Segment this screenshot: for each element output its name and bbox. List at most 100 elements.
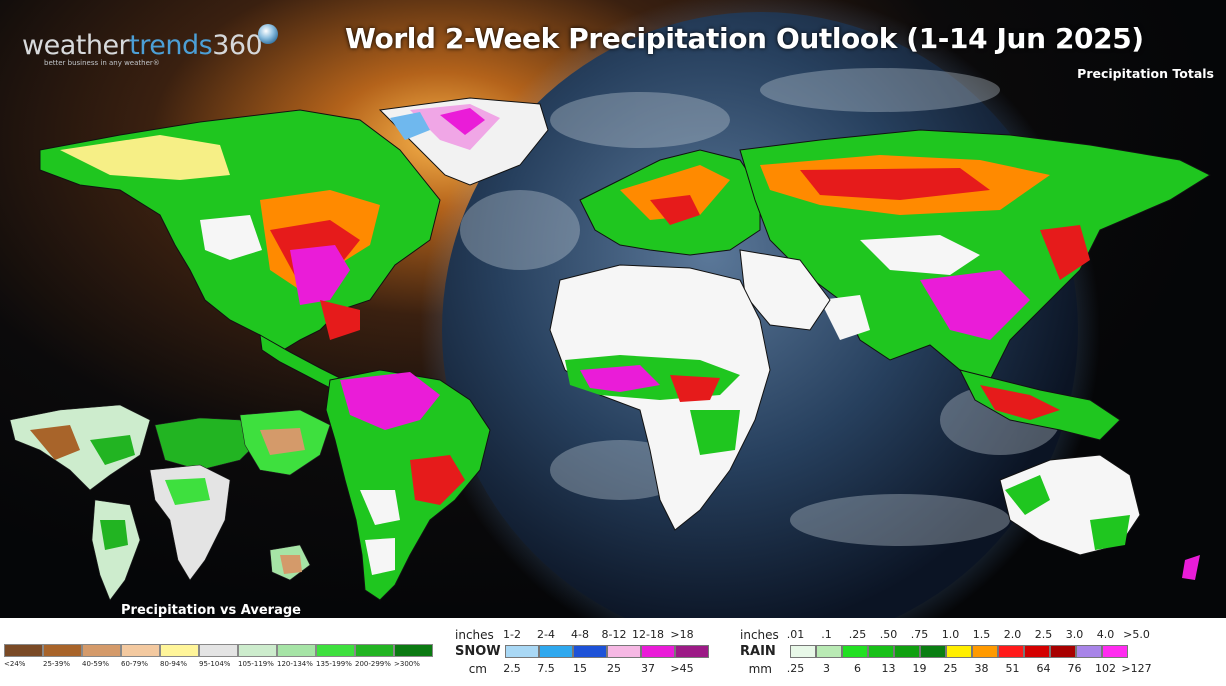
inset-average-map bbox=[9, 404, 331, 601]
snow-inches-value: 1-2 bbox=[503, 628, 521, 641]
average-legend-swatch bbox=[199, 644, 238, 657]
rain-inches-value: .25 bbox=[848, 628, 867, 641]
precipitation-map bbox=[9, 0, 1212, 618]
rain-mm-value: 6 bbox=[854, 662, 861, 675]
snow-cm-value: 25 bbox=[607, 662, 621, 675]
snow-inches-value: 4-8 bbox=[571, 628, 589, 641]
snow-swatch-row: SNOW bbox=[455, 643, 709, 660]
snow-legend-swatch bbox=[641, 645, 675, 658]
rain-legend-swatch bbox=[1102, 645, 1128, 658]
snow-inches-row: inches 1-2 2-4 4-8 8-12 12-18 >18 bbox=[455, 626, 709, 643]
rain-legend-swatch bbox=[1050, 645, 1076, 658]
rain-mm-value: 13 bbox=[881, 662, 896, 675]
logo-word-weather: weather bbox=[22, 30, 130, 61]
logo-wordmark: weathertrends360 bbox=[22, 30, 263, 61]
rain-legend-swatch bbox=[790, 645, 816, 658]
rain-mm-value: 3 bbox=[823, 662, 830, 675]
rain-legend-swatch bbox=[816, 645, 842, 658]
rain-inches-label: inches bbox=[740, 627, 779, 642]
inset-label: Precipitation vs Average bbox=[121, 603, 301, 618]
snow-inches-value: 8-12 bbox=[601, 628, 627, 641]
logo-globe-icon bbox=[258, 24, 278, 44]
rain-legend-swatch bbox=[998, 645, 1024, 658]
average-legend-swatches bbox=[4, 644, 433, 657]
average-legend-label: 80-94% bbox=[160, 660, 187, 668]
snow-legend-swatch bbox=[675, 645, 709, 658]
snow-legend-swatch bbox=[539, 645, 573, 658]
average-legend-label: <24% bbox=[4, 660, 26, 668]
rain-swatch-row: RAIN bbox=[740, 643, 1152, 660]
average-legend-label: 95-104% bbox=[199, 660, 231, 668]
central-america-region bbox=[259, 334, 341, 389]
average-legend-swatch bbox=[394, 644, 433, 657]
snow-cm-value: 15 bbox=[573, 662, 587, 675]
rain-mm-value: 38 bbox=[974, 662, 989, 675]
rain-inches-value: .1 bbox=[821, 628, 832, 641]
snow-inches-value: >18 bbox=[670, 628, 694, 641]
globe-clouds bbox=[460, 68, 1060, 546]
rain-legend-swatch bbox=[868, 645, 894, 658]
snow-inches-value: 12-18 bbox=[632, 628, 664, 641]
average-legend-swatch bbox=[355, 644, 394, 657]
average-legend-swatch bbox=[238, 644, 277, 657]
rain-inches-value: 1.5 bbox=[972, 628, 991, 641]
average-legend-label: 25-39% bbox=[43, 660, 70, 668]
snow-legend-swatch bbox=[573, 645, 607, 658]
average-legend-label: 120-134% bbox=[277, 660, 313, 668]
average-legend-swatch bbox=[82, 644, 121, 657]
logo-word-trends: trends bbox=[129, 30, 213, 61]
rain-mm-value: 76 bbox=[1067, 662, 1082, 675]
legend-bar: <24% 25-39% 40-59% 60-79% 80-94% 95-104% 105-1… bbox=[0, 618, 1226, 686]
average-legend-label: 60-79% bbox=[121, 660, 148, 668]
average-legend-swatch bbox=[4, 644, 43, 657]
rain-mm-label: mm bbox=[748, 661, 772, 676]
rain-kind-label: RAIN bbox=[740, 644, 776, 659]
rain-inches-row: inches .01 .1 .25 .50 .75 1.0 1.5 2.0 2.5 3.0 4.0 >… bbox=[740, 626, 1152, 643]
rain-legend-swatch bbox=[894, 645, 920, 658]
average-legend-swatch bbox=[121, 644, 160, 657]
average-legend-label: 200-299% bbox=[355, 660, 391, 668]
page-subtitle: Precipitation Totals bbox=[1077, 66, 1214, 81]
snow-cm-value: 7.5 bbox=[537, 662, 555, 675]
rain-inches-value: 1.0 bbox=[941, 628, 960, 641]
rain-inches-value: 3.0 bbox=[1065, 628, 1084, 641]
logo-tagline: better business in any weather® bbox=[44, 59, 160, 67]
average-legend-swatch bbox=[277, 644, 316, 657]
snow-inches-label: inches bbox=[455, 627, 494, 642]
rain-legend: inches .01 .1 .25 .50 .75 1.0 1.5 2.0 2.5 3.0 4.0 >… bbox=[740, 626, 1152, 677]
rain-mm-value: 19 bbox=[912, 662, 927, 675]
logo: weathertrends360 better business in any … bbox=[22, 30, 263, 67]
logo-word-360: 360 bbox=[212, 30, 263, 61]
rain-legend-swatch bbox=[972, 645, 998, 658]
average-legend-labels: <24% 25-39% 40-59% 60-79% 80-94% 95-104% 105-1… bbox=[4, 660, 433, 668]
rain-mm-value: 51 bbox=[1005, 662, 1020, 675]
average-legend: <24% 25-39% 40-59% 60-79% 80-94% 95-104% 105-1… bbox=[4, 644, 433, 668]
rain-mm-value: 25 bbox=[943, 662, 958, 675]
rain-mm-value: .25 bbox=[786, 662, 805, 675]
rain-legend-swatch bbox=[842, 645, 868, 658]
average-legend-swatch bbox=[160, 644, 199, 657]
rain-legend-swatch bbox=[1076, 645, 1102, 658]
average-legend-swatch bbox=[43, 644, 82, 657]
average-legend-label: 40-59% bbox=[82, 660, 109, 668]
snow-cm-value: 37 bbox=[641, 662, 655, 675]
rain-inches-value: .01 bbox=[786, 628, 805, 641]
rain-inches-value: .75 bbox=[910, 628, 929, 641]
snow-kind-label: SNOW bbox=[455, 644, 501, 659]
rain-mm-value: 64 bbox=[1036, 662, 1051, 675]
rain-legend-swatch bbox=[946, 645, 972, 658]
rain-inches-value: .50 bbox=[879, 628, 898, 641]
page-title: World 2-Week Precipitation Outlook (1-14… bbox=[345, 22, 1144, 55]
snow-cm-value: >45 bbox=[670, 662, 694, 675]
average-legend-label: >300% bbox=[394, 660, 420, 668]
rain-legend-swatch bbox=[920, 645, 946, 658]
rain-inches-value: 4.0 bbox=[1096, 628, 1115, 641]
snow-cm-label: cm bbox=[468, 661, 487, 676]
average-legend-label: 105-119% bbox=[238, 660, 274, 668]
snow-cm-value: 2.5 bbox=[503, 662, 521, 675]
rain-inches-value: >5.0 bbox=[1123, 628, 1150, 641]
rain-mm-value: 102 bbox=[1095, 662, 1116, 675]
rain-legend-swatch bbox=[1024, 645, 1050, 658]
rain-mm-row: mm .25 3 6 13 19 25 38 51 64 76 102 >127 bbox=[740, 660, 1152, 677]
average-legend-label: 135-199% bbox=[316, 660, 352, 668]
